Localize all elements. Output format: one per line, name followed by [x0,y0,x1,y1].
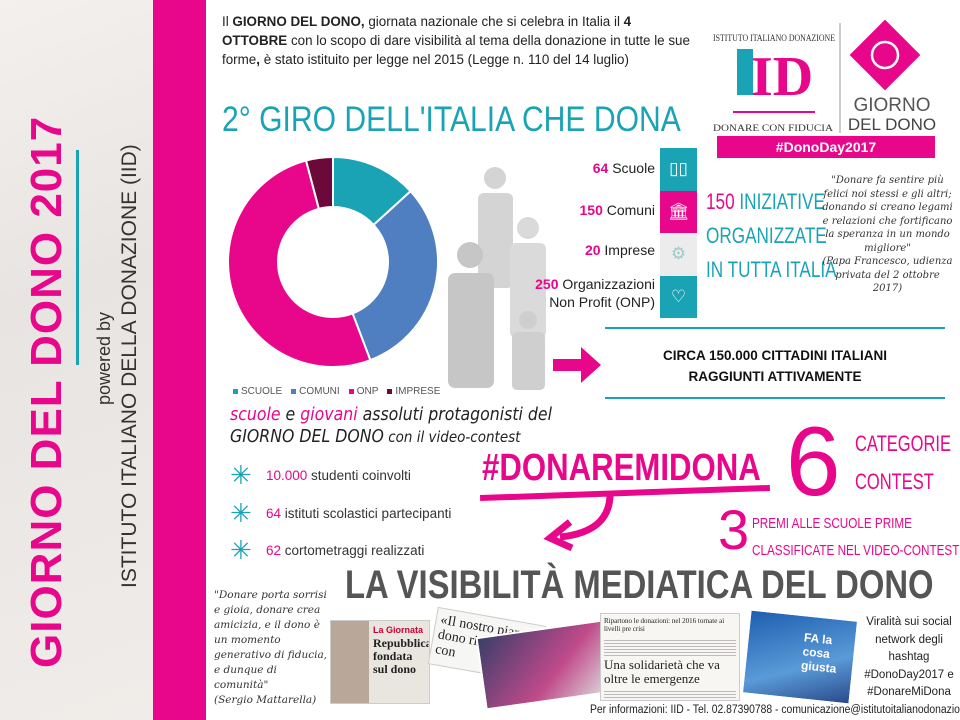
logo-graphic: ISTITUTO ITALIANO DONAZIONE ID DONARE CO… [713,19,936,158]
prizes-number: 3 [718,498,750,561]
legend-item: IMPRESE [387,386,440,397]
curved-arrow-icon [543,493,614,552]
divider-top [605,327,945,329]
bullet-item: ✳ 62 cortometraggi realizzati [230,535,425,565]
logo: ISTITUTO ITALIANO DONAZIONE ID DONARE CO… [705,5,945,158]
categories-number: 6 [786,406,841,516]
clipping-headline: Repubblica fondata sul dono [373,636,430,676]
book-icon: ▯▯ [660,148,697,191]
stat-scuole: 64 Scuole [592,160,655,176]
donut-slice-onp [227,159,372,368]
logo-hashtag: #DonoDay2017 [776,139,877,155]
tv-caption: FA la cosa giusta [800,630,838,676]
intro-paragraph: Il GIORNO DEL DONO, giornata nazionale c… [222,14,690,67]
town-hall-icon: 🏛 [660,190,697,233]
stat-imprese: 20 Imprese [584,242,655,258]
legend-swatch [348,388,354,394]
bullet-item: ✳ 64 istituti scolastici partecipanti [230,498,452,528]
legend-item: ONP [348,386,378,397]
iniziative-text: 150 INIZIATIVE ORGANIZZATE IN TUTTA ITALIA [706,189,837,282]
arrow-right-icon [553,347,601,383]
legend-swatch [291,388,297,394]
photo [331,621,369,703]
section-title: 2° GIRO DELL'ITALIA CHE DONA [222,100,681,139]
asterisk-icon: ✳ [230,460,252,490]
contest-heading: scuole e giovani assoluti protagonisti d… [230,405,553,447]
reach-text: CIRCA 150.000 CITTADINI ITALIANI RAGGIUNT… [662,348,888,384]
donut-slice-imprese [304,155,334,211]
media-title: LA VISIBILITÀ MEDIATICA DEL DONO [345,563,934,607]
contest-hashtag: #DONAREMIDONA [482,447,761,489]
divider-bottom [605,397,945,399]
logo-arc-text: ISTITUTO ITALIANO DONAZIONE [713,33,835,43]
asterisk-icon: ✳ [230,498,252,528]
side-title: GIORNO DEL DONO 2017 [22,115,71,668]
legend-swatch [387,388,393,394]
side-divider [76,150,79,365]
mattarella-quote: "Donare porta sorrisi e gioia, donare cr… [214,589,328,706]
footer-contact: Per informazioni: IID - Tel. 02.87390788… [590,704,960,716]
logo-brand-line1: GIORNO [853,95,930,116]
pink-stripe [153,0,206,720]
clipping-headline: Una solidarietà che va oltre le emergenz… [604,657,720,686]
heart-icon: ♡ [660,275,697,318]
legend-item: SCUOLE [233,386,282,397]
press-clipping: Ripartono le donazioni: nel 2016 tornate… [600,613,740,701]
legend-swatch [233,388,238,394]
press-clipping: La Giornata Repubblica fondata sul dono [330,620,430,704]
clipping-kicker: La Giornata [373,625,424,635]
social-virality-text: Viralità sui social network degli hashta… [864,616,954,698]
donut-slice-comuni [351,189,439,362]
asterisk-icon: ✳ [230,535,252,565]
logo-monogram: ID [751,46,813,108]
papa-quote: "Donare fa sentire più felici noi stessi… [822,175,953,294]
prizes-label: PREMI ALLE SCUOLE PRIME CLASSIFICATE NEL … [752,515,960,559]
logo-brand-line2: DEL DONO [848,115,936,134]
category-icons: ▯▯ 🏛 ⚙ ♡ [660,148,697,318]
categories-label: CATEGORIE CONTEST [855,431,951,494]
tv-screenshot: FA la cosa giusta [740,608,860,706]
side-organization: ISTITUTO ITALIANO DELLA DONAZIONE (IID) [118,144,141,588]
gears-icon: ⚙ [660,233,697,276]
bullet-item: ✳ 10.000 studenti coinvolti [230,460,411,490]
chart-legend: SCUOLE COMUNI ONP IMPRESE [233,386,440,397]
stat-onp: 250 Organizzazioni Non Profit (ONP) [535,276,655,310]
donut-chart [227,155,439,368]
powered-by: powered by [94,311,114,405]
stat-comuni: 150 Comuni [579,202,656,218]
people-silhouettes-icon [448,167,546,390]
legend-item: COMUNI [291,386,340,397]
clipping-kicker: Ripartono le donazioni: nel 2016 tornate… [604,617,725,633]
logo-tagline: DONARE CON FIDUCIA [713,123,834,133]
